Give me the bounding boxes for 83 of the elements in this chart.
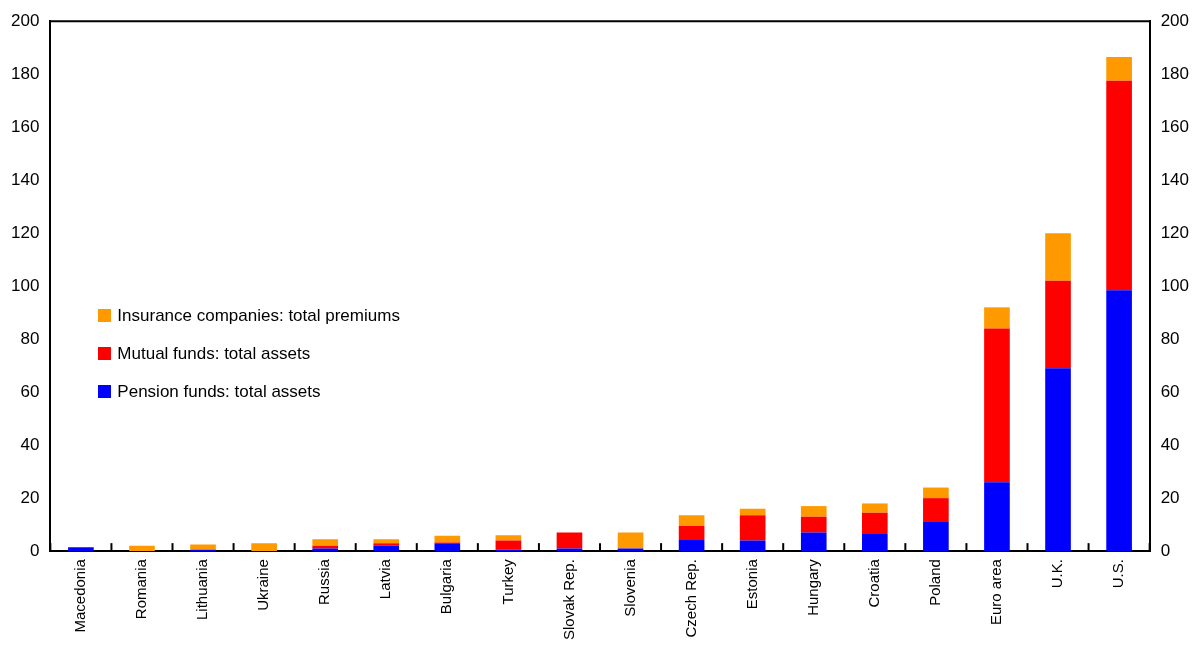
- bar: [861, 512, 888, 534]
- bar: [1106, 290, 1132, 552]
- y2-tick-label: 180: [1160, 63, 1190, 83]
- y2-tick-label: 0: [1160, 540, 1171, 560]
- x-tick-label: Slovenia: [620, 558, 638, 617]
- x-tick-label: Lithuania: [193, 558, 211, 621]
- y2-tick-label: 60: [1160, 381, 1180, 401]
- bar: [1045, 280, 1071, 369]
- bar: [800, 532, 827, 552]
- bar: [1106, 80, 1132, 291]
- x-tick-label: Latvia: [376, 558, 394, 600]
- x-tick-label: Turkey: [498, 558, 516, 605]
- bar: [373, 543, 400, 546]
- bar: [617, 548, 644, 552]
- y2-tick-label: 80: [1160, 328, 1180, 348]
- x-tick-label: Bulgaria: [437, 558, 455, 615]
- y-tick-label: 200: [10, 10, 40, 30]
- y2-tick-label: 140: [1160, 169, 1190, 189]
- x-tick-label: Euro area: [987, 558, 1005, 625]
- bar: [861, 503, 888, 513]
- x-tick-label: Russia: [315, 558, 333, 605]
- y-tick-label: 0: [29, 540, 40, 560]
- x-tick-label: Macedonia: [71, 558, 89, 633]
- bar: [984, 328, 1010, 483]
- bar: [739, 540, 766, 552]
- x-tick-label: Czech Rep.: [681, 559, 699, 638]
- bar: [800, 506, 827, 517]
- y2-tick-label: 200: [1160, 10, 1190, 30]
- bar: [678, 515, 705, 526]
- bar: [984, 307, 1010, 329]
- bar: [68, 547, 94, 552]
- bar: [1045, 233, 1071, 281]
- y2-tick-label: 160: [1160, 116, 1190, 136]
- bar: [739, 515, 766, 541]
- bar: [861, 533, 888, 552]
- bar: [923, 487, 949, 499]
- bar: [129, 545, 155, 552]
- y-tick-label: 60: [20, 381, 40, 401]
- x-tick-label: U.S.: [1109, 559, 1127, 589]
- bar: [495, 540, 522, 550]
- bar: [556, 532, 583, 549]
- bar: [190, 544, 216, 550]
- x-tick-label: U.K.: [1048, 559, 1066, 589]
- bar: [984, 482, 1010, 552]
- bar: [556, 548, 583, 552]
- bar: [434, 543, 461, 552]
- y2-tick-label: 120: [1160, 222, 1190, 242]
- y-tick-label: 140: [10, 169, 40, 189]
- x-tick-label: Croatia: [864, 558, 882, 608]
- bar: [495, 535, 522, 541]
- bar: [251, 543, 277, 552]
- bar: [373, 539, 400, 544]
- bar: [800, 516, 827, 533]
- y-tick-label: 160: [10, 116, 40, 136]
- bar: [1045, 368, 1071, 552]
- x-tick-label: Hungary: [803, 558, 821, 616]
- bar: [923, 521, 949, 552]
- legend-label: Pension funds: total assets: [117, 381, 321, 402]
- bar: [1106, 56, 1132, 81]
- x-tick-label: Estonia: [742, 558, 760, 610]
- y-tick-label: 80: [20, 328, 40, 348]
- y-tick-label: 100: [10, 275, 40, 295]
- x-tick-label: Poland: [926, 559, 944, 606]
- bar: [617, 532, 644, 549]
- bar: [678, 525, 705, 540]
- y-tick-label: 120: [10, 222, 40, 242]
- legend-label: Insurance companies: total premiums: [117, 305, 400, 326]
- legend-label: Mutual funds: total assets: [117, 343, 311, 364]
- bar: [739, 508, 766, 516]
- y2-tick-label: 20: [1160, 487, 1180, 507]
- y2-tick-label: 40: [1160, 434, 1180, 454]
- y-tick-label: 20: [20, 487, 40, 507]
- bar: [434, 535, 461, 543]
- y2-tick-label: 100: [1160, 275, 1190, 295]
- y-tick-label: 40: [20, 434, 40, 454]
- bar: [923, 498, 949, 522]
- bar: [312, 539, 339, 546]
- x-tick-label: Romania: [132, 558, 150, 620]
- bar: [678, 539, 705, 552]
- x-tick-label: Slovak Rep.: [559, 559, 577, 640]
- bar: [373, 545, 400, 552]
- x-tick-label: Ukraine: [254, 559, 272, 611]
- y-tick-label: 180: [10, 63, 40, 83]
